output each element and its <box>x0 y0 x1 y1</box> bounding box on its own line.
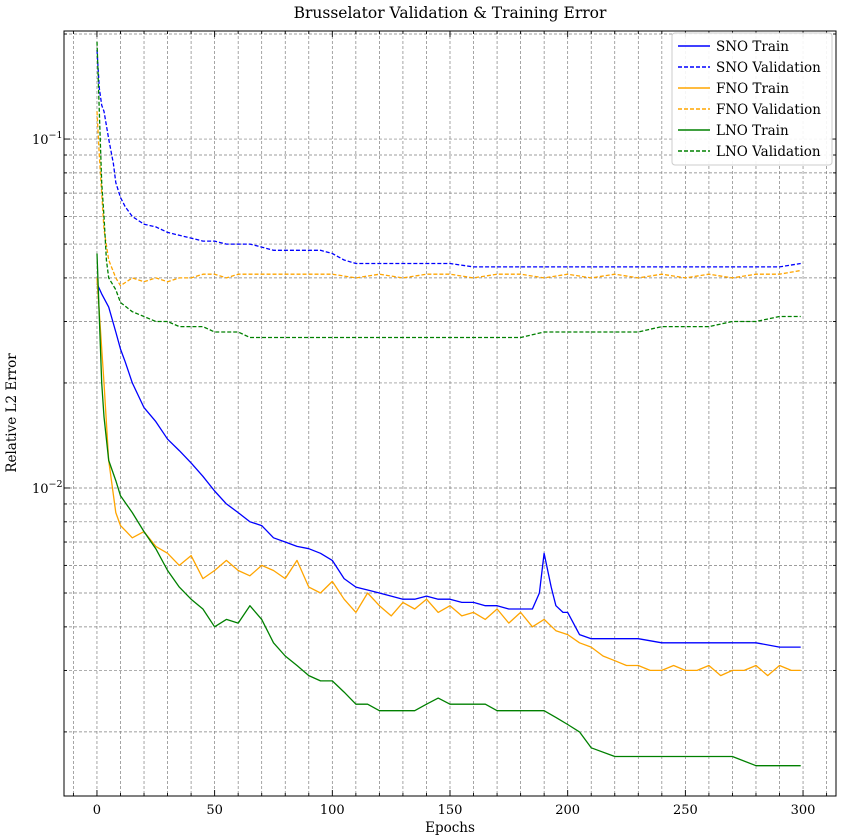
x-tick-label: 50 <box>206 803 223 818</box>
chart-title: Brusselator Validation & Training Error <box>294 4 607 22</box>
series-line-sno-train <box>96 283 801 648</box>
grid <box>64 31 836 796</box>
legend-label: LNO Validation <box>716 144 821 160</box>
x-tick-label: 150 <box>438 803 463 818</box>
series-line-fno-train <box>96 277 801 677</box>
x-tick-label: 100 <box>320 803 345 818</box>
legend-label: LNO Train <box>716 123 789 139</box>
legend: SNO Train SNO Validation FNO Train FNO Vali… <box>671 32 833 166</box>
x-tick-label: 0 <box>93 803 101 818</box>
y-axis-label: Relative L2 Error <box>4 353 20 473</box>
x-axis-label: Epochs <box>425 820 475 836</box>
y-tick-exponent: −1 <box>49 130 63 141</box>
series-line-lno-validation <box>96 41 801 339</box>
legend-label: SNO Validation <box>716 60 821 76</box>
series-line-fno-validation <box>96 111 801 287</box>
x-tick-label: 250 <box>673 803 698 818</box>
legend-box <box>671 32 833 166</box>
legend-label: FNO Train <box>716 81 789 97</box>
y-tick-exponent: −2 <box>49 479 63 490</box>
x-tick-label: 200 <box>555 803 580 818</box>
legend-label: FNO Validation <box>716 102 821 118</box>
series-group <box>96 41 801 767</box>
legend-label: SNO Train <box>716 39 789 55</box>
series-line-sno-validation <box>96 49 801 268</box>
series-line-lno-train <box>96 253 801 767</box>
x-tick-label: 300 <box>791 803 816 818</box>
